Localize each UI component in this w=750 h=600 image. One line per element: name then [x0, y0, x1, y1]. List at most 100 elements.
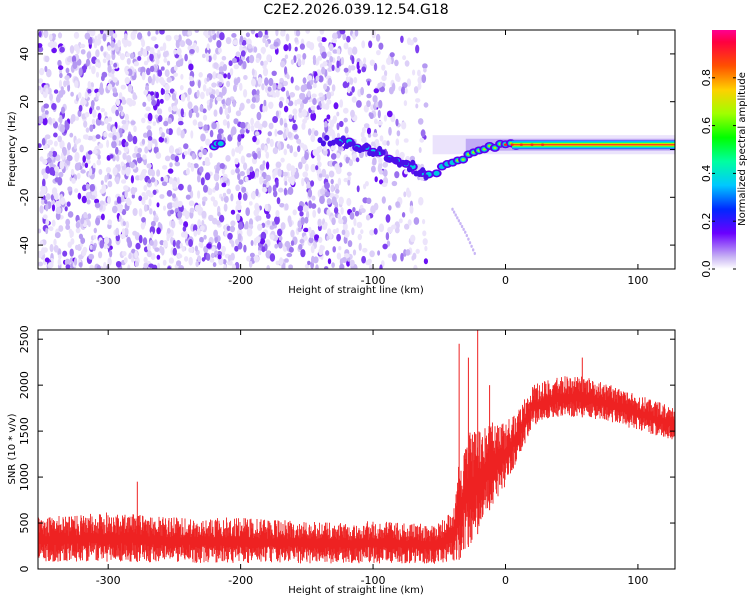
noise-blob [157, 262, 161, 269]
noise-blob [266, 137, 271, 144]
noise-blob [188, 63, 194, 71]
noise-blob [184, 256, 189, 262]
noise-blob [290, 76, 294, 84]
noise-blob [236, 204, 242, 211]
noise-blob [299, 211, 304, 217]
noise-blob [58, 254, 62, 260]
noise-blob [147, 112, 153, 122]
noise-blob [302, 205, 309, 213]
noise-blob [325, 174, 330, 180]
noise-blob [140, 170, 146, 179]
noise-blob [269, 44, 275, 50]
noise-blob [104, 117, 109, 125]
noise-blob [166, 76, 173, 83]
noise-blob [109, 154, 114, 159]
noise-blob [366, 93, 372, 99]
noise-blob [311, 93, 317, 98]
noise-blob [71, 178, 76, 184]
noise-blob [343, 177, 349, 183]
noise-blob [318, 75, 324, 83]
x-tick-label: -200 [228, 274, 253, 287]
noise-blob [255, 170, 259, 178]
noise-blob [143, 194, 149, 201]
noise-blob [124, 141, 129, 147]
alias-dot [452, 210, 456, 214]
noise-blob [378, 169, 384, 175]
noise-blob [207, 55, 212, 63]
noise-blob [154, 247, 160, 253]
noise-blob [307, 260, 311, 266]
noise-blob [322, 104, 328, 110]
noise-blob [197, 174, 201, 183]
noise-blob [115, 176, 120, 185]
noise-blob [308, 236, 314, 244]
noise-blob [199, 146, 204, 151]
noise-blob [222, 259, 227, 265]
noise-blob [155, 75, 159, 84]
noise-blob [168, 145, 175, 154]
noise-blob [209, 152, 213, 159]
noise-blob [336, 111, 340, 117]
x-tick-label: 0 [502, 574, 509, 587]
noise-blob [54, 177, 60, 183]
noise-blob [255, 120, 260, 126]
noise-blob [395, 118, 399, 127]
noise-blob [188, 256, 193, 266]
noise-blob [89, 184, 96, 192]
noise-blob [239, 128, 245, 135]
noise-blob [64, 206, 68, 212]
noise-blob [127, 133, 133, 142]
signal-scatter [324, 134, 330, 141]
noise-blob [142, 101, 147, 107]
noise-blob [269, 253, 276, 262]
noise-blob [326, 235, 330, 241]
noise-blob [229, 225, 236, 233]
noise-blob [149, 239, 154, 246]
noise-blob [70, 114, 76, 122]
noise-blob [218, 214, 225, 223]
noise-blob [38, 261, 43, 267]
noise-blob [197, 190, 201, 199]
noise-blob [92, 109, 97, 118]
noise-blob [243, 75, 248, 80]
noise-blob [127, 264, 131, 269]
noise-blob [343, 42, 349, 50]
noise-blob [138, 234, 143, 244]
y-tick-label: 1500 [18, 417, 31, 445]
noise-blob [354, 210, 360, 217]
noise-blob [389, 52, 395, 58]
noise-blob [130, 175, 134, 184]
noise-blob [272, 147, 279, 155]
noise-blob [58, 65, 64, 71]
noise-blob [400, 35, 404, 43]
noise-blob [206, 243, 212, 249]
noise-blob [226, 120, 230, 129]
noise-blob [227, 105, 231, 114]
noise-blob [322, 61, 328, 67]
noise-blob [424, 245, 428, 252]
noise-blob [41, 186, 47, 195]
noise-blob [283, 171, 288, 177]
noise-blob [77, 192, 82, 200]
noise-blob [265, 151, 270, 159]
noise-blob [333, 102, 339, 110]
noise-blob [418, 147, 422, 153]
noise-blob [336, 122, 340, 131]
noise-blob [266, 54, 272, 62]
noise-blob [58, 79, 63, 89]
noise-blob [100, 213, 105, 221]
noise-blob [288, 43, 292, 52]
x-tick-label: 100 [627, 274, 648, 287]
alias-dot [467, 237, 470, 241]
noise-blob [235, 110, 242, 117]
noise-blob [278, 142, 282, 151]
noise-blob [183, 143, 189, 150]
noise-blob [59, 114, 63, 124]
noise-blob [141, 192, 146, 197]
noise-blob [149, 208, 153, 215]
noise-blob [53, 132, 58, 138]
noise-blob [374, 138, 380, 145]
noise-blob [42, 117, 48, 126]
noise-blob [237, 173, 241, 181]
noise-blob [78, 104, 83, 112]
